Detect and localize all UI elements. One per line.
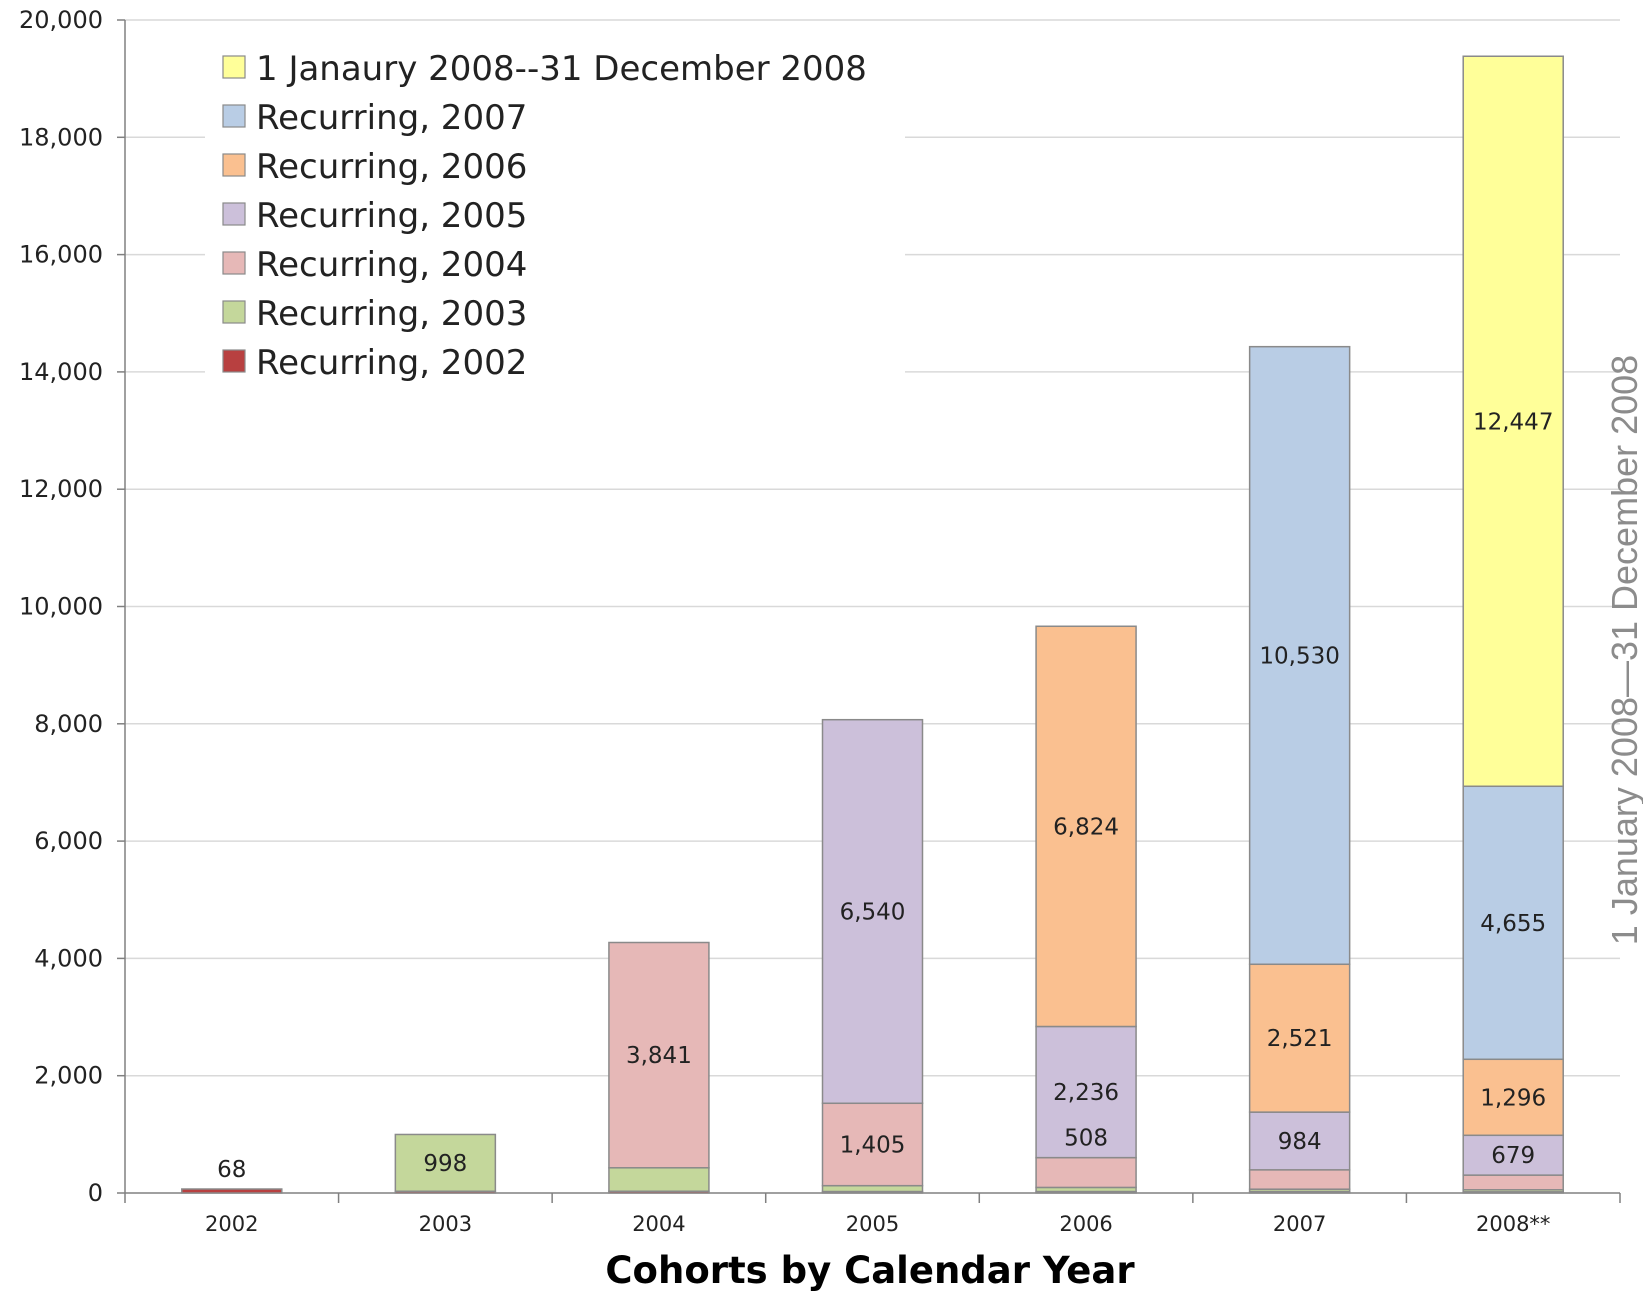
data-label: 508: [1064, 1126, 1108, 1152]
y-tick-label: 14,000: [19, 358, 103, 386]
bar-segment: [1248, 1111, 1351, 1171]
data-label: 6,824: [1053, 814, 1119, 840]
x-tick-label: 2007: [1273, 1212, 1326, 1236]
bar-segment: [608, 1167, 710, 1192]
data-label: 68: [217, 1157, 246, 1183]
bar-segment: [394, 1133, 497, 1192]
bar-segment: [1462, 785, 1564, 1061]
bar-segment: [608, 941, 710, 1169]
y-tick-label: 20,000: [19, 6, 103, 34]
legend: 1 Janaury 2008--31 December 2008 Recurrin…: [205, 40, 905, 400]
legend-swatch: [222, 55, 246, 79]
bar-segment: [1462, 1058, 1564, 1137]
x-tick-label: 2008**: [1476, 1212, 1550, 1236]
x-tick-label: 2005: [846, 1212, 899, 1236]
data-label: 1,296: [1480, 1085, 1546, 1111]
y-tick-label: 18,000: [19, 123, 103, 151]
legend-entry: Recurring, 2003: [256, 294, 527, 334]
bar-segment: [1035, 1025, 1137, 1159]
data-label: 1,405: [840, 1132, 906, 1158]
data-label: 998: [423, 1151, 467, 1177]
data-label: 984: [1278, 1129, 1322, 1155]
bar-segment: [821, 1184, 924, 1193]
bar-segment: [1462, 1174, 1564, 1191]
bar-segment: [1248, 963, 1351, 1113]
legend-entry: 1 Janaury 2008--31 December 2008: [256, 49, 867, 89]
bar-segment: [821, 718, 924, 1105]
y-tick-label: 8,000: [34, 710, 103, 738]
y-tick-label: 10,000: [19, 593, 103, 621]
side-annotation: 1 January 2008—31 December 2008: [1604, 355, 1643, 945]
data-label: 3,841: [626, 1043, 692, 1069]
legend-entry: Recurring, 2007: [256, 98, 527, 138]
bar-segment: [1248, 345, 1351, 966]
legend-entry: Recurring, 2006: [256, 147, 527, 187]
data-label: 2,521: [1267, 1026, 1333, 1052]
data-label: 6,540: [840, 899, 906, 925]
bar-segment: [1462, 55, 1564, 788]
x-tick-label: 2006: [1059, 1212, 1112, 1236]
bar-segment: [1248, 1169, 1351, 1190]
bar-segment: [1035, 625, 1137, 1028]
y-tick-label: 2,000: [34, 1062, 103, 1090]
bar-segment: [181, 1188, 283, 1194]
data-label: 12,447: [1473, 409, 1553, 435]
legend-background: [205, 40, 905, 400]
data-label: 4,655: [1480, 911, 1546, 937]
legend-entry: Recurring, 2002: [256, 343, 527, 383]
legend-swatch: [222, 251, 246, 275]
bars: [181, 55, 1564, 1194]
legend-swatch: [222, 202, 246, 226]
legend-swatch: [222, 349, 246, 373]
y-tick-label: 4,000: [34, 944, 103, 972]
legend-swatch: [222, 300, 246, 324]
axes: 0 2,000 4,000 6,000 8,000 10,000 12,000 14,000 1…: [19, 6, 1621, 1236]
data-labels: 68 998 3,841 1,405 6,540 508 2,236 6,824 984 2,52…: [217, 409, 1553, 1183]
bar-segment: [1035, 1156, 1137, 1189]
y-tick-label: 12,000: [19, 475, 103, 503]
y-tick-label: 0: [88, 1179, 103, 1207]
x-tick-label: 2002: [205, 1212, 258, 1236]
data-label: 679: [1491, 1143, 1535, 1169]
bar-segment: [821, 1102, 924, 1187]
data-label: 2,236: [1053, 1080, 1119, 1106]
y-tick-label: 16,000: [19, 241, 103, 269]
legend-swatch: [222, 104, 246, 128]
legend-entry: Recurring, 2005: [256, 196, 527, 236]
legend-entry: Recurring, 2004: [256, 245, 527, 285]
data-label: 10,530: [1259, 643, 1339, 669]
x-axis-title: Cohorts by Calendar Year: [605, 1249, 1135, 1292]
x-tick-label: 2003: [419, 1212, 472, 1236]
x-tick-label: 2004: [632, 1212, 685, 1236]
y-tick-label: 6,000: [34, 827, 103, 855]
legend-swatch: [222, 153, 246, 177]
